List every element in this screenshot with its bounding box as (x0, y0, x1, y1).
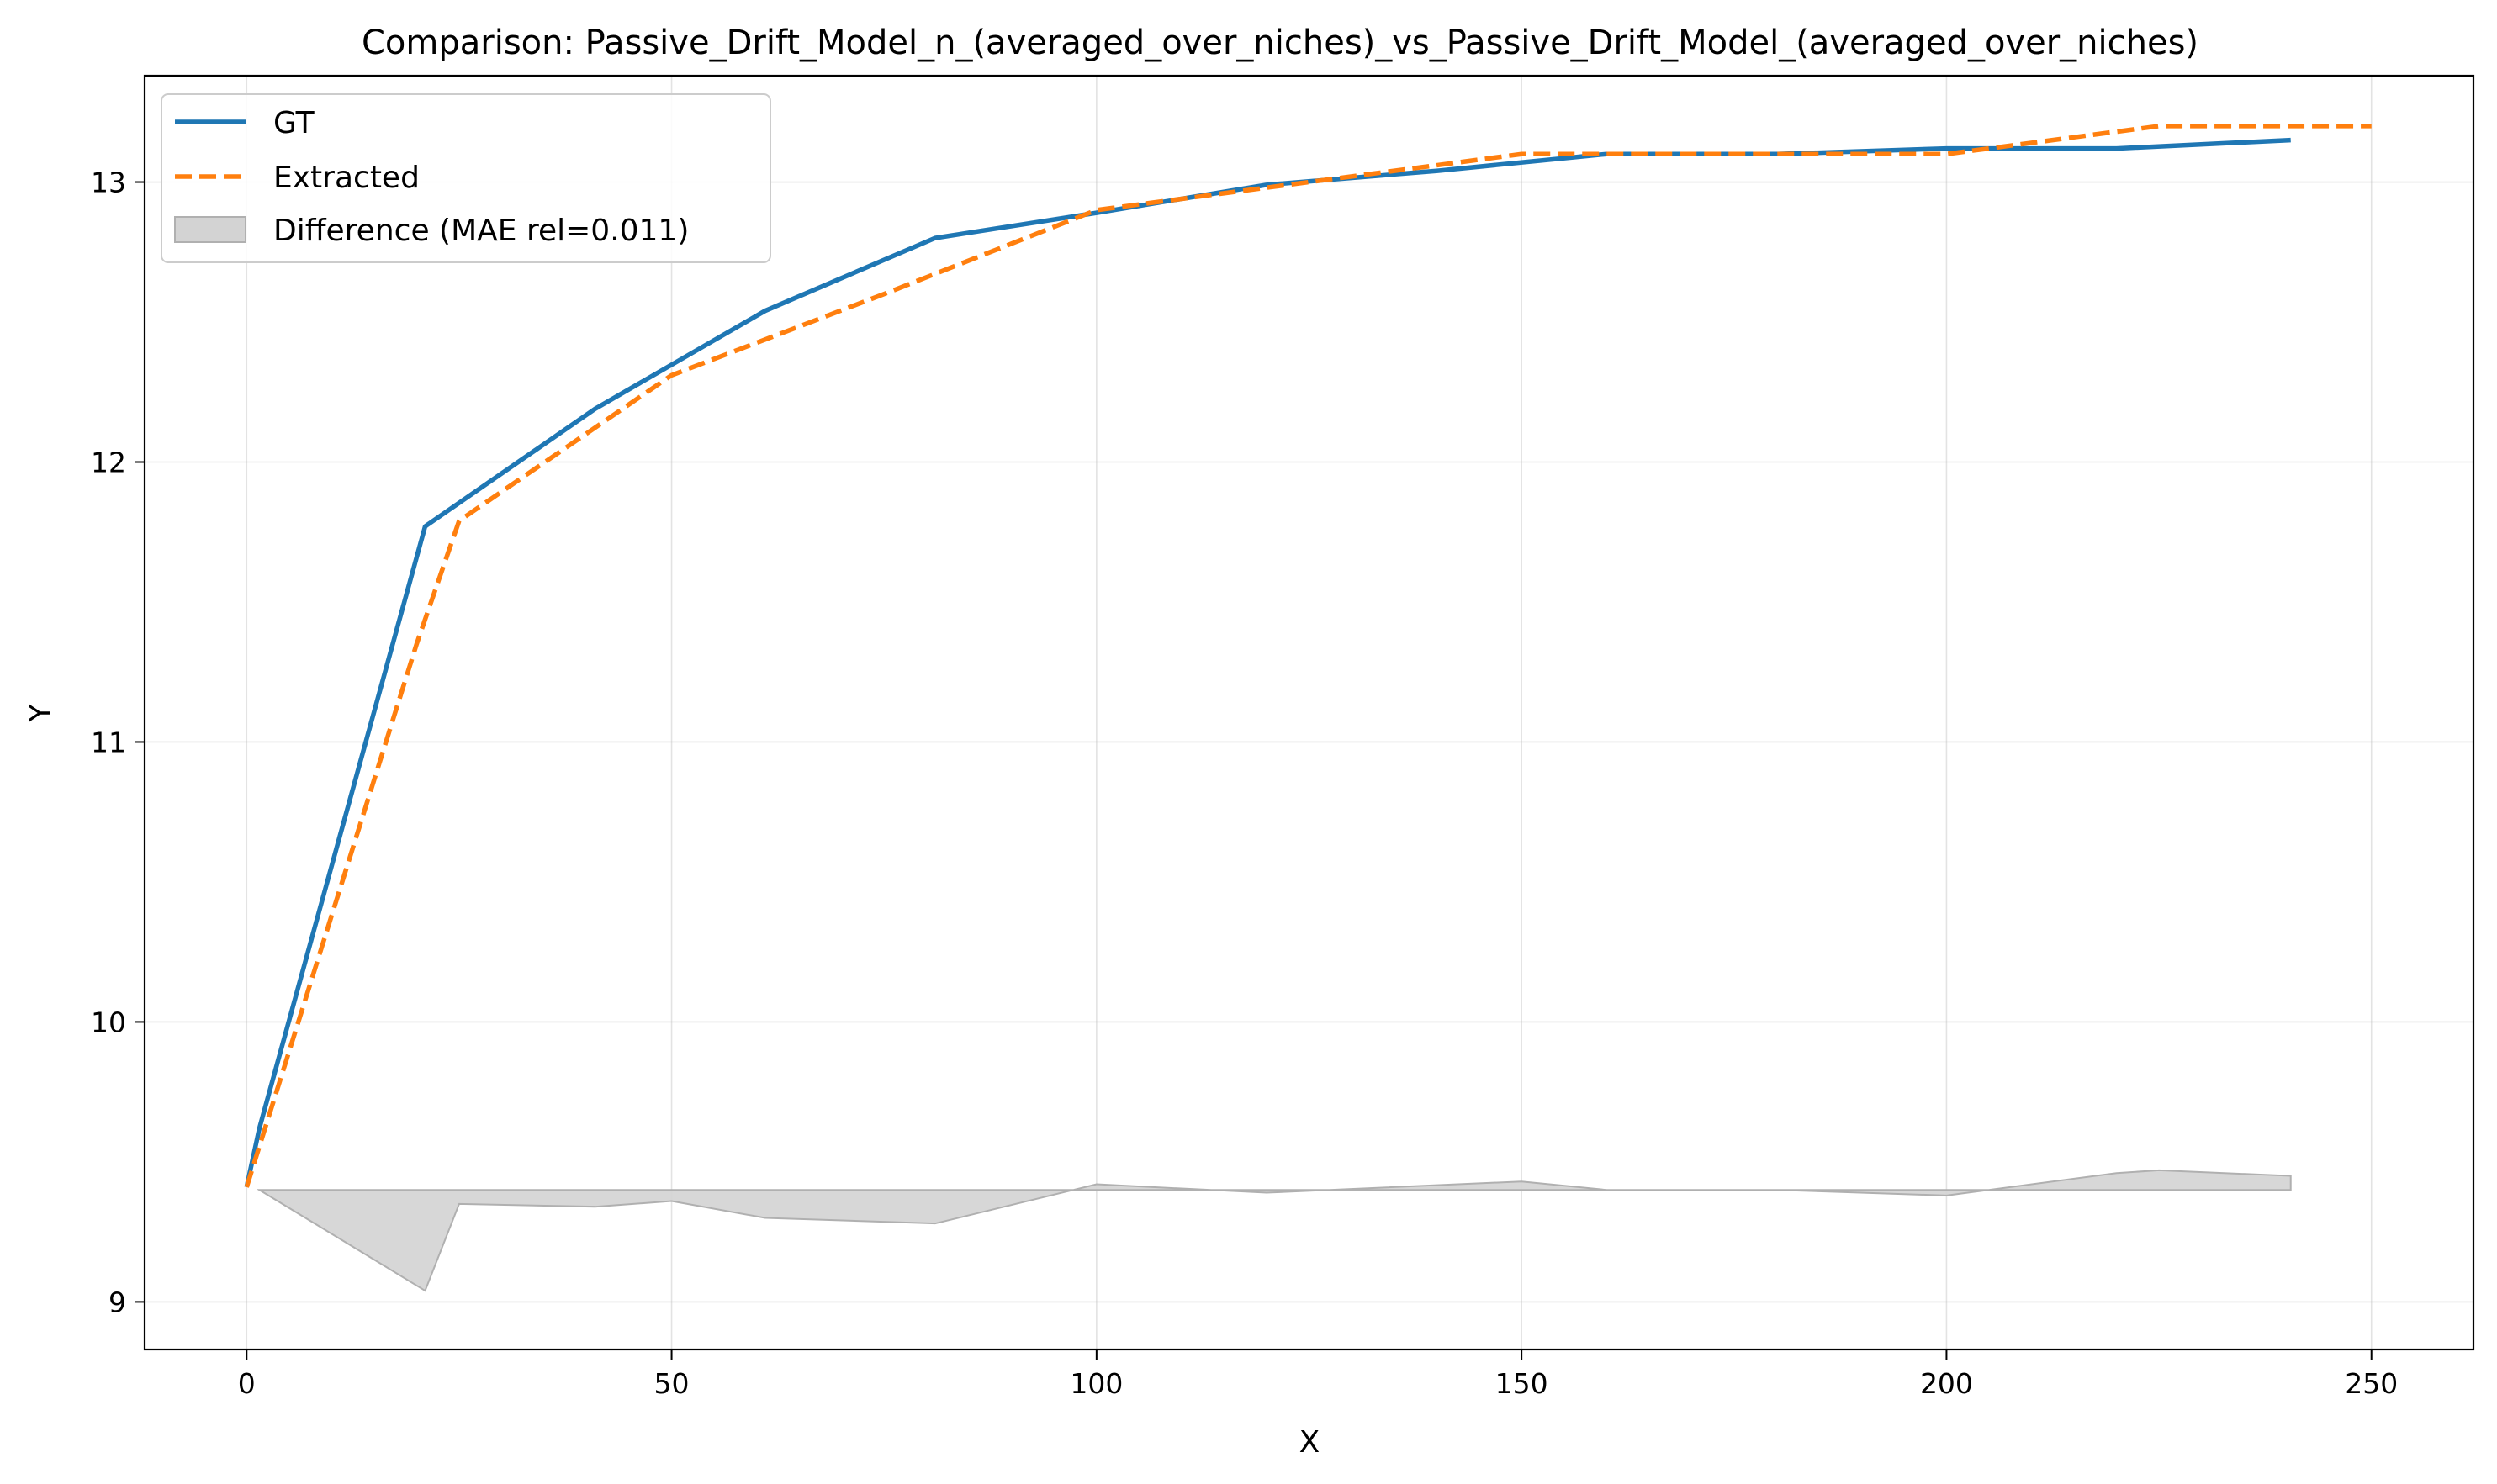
difference-fill (256, 1169, 2292, 1292)
x-tick-label: 150 (1495, 1367, 1548, 1400)
x-tick-label: 200 (1920, 1367, 1973, 1400)
y-tick-label: 12 (91, 446, 126, 478)
legend-extracted-label: Extracted (273, 161, 420, 195)
y-tick-label: 9 (108, 1286, 126, 1318)
y-axis-label: Y (24, 703, 58, 723)
axis-ticks: 0 50 100 150 200 250 9 10 11 12 13 (91, 166, 2398, 1400)
series-line-extracted (244, 124, 2372, 1188)
x-axis-label: X (1299, 1425, 1320, 1460)
series-lines (244, 124, 2372, 1188)
x-tick-label: 250 (2345, 1367, 2398, 1400)
y-tick-label: 13 (91, 166, 126, 199)
y-tick-label: 10 (91, 1006, 126, 1038)
legend-difference-label: Difference (MAE rel=0.011) (273, 214, 689, 248)
legend-frame (161, 93, 771, 263)
legend-difference-swatch (174, 216, 246, 243)
x-tick-label: 100 (1070, 1367, 1123, 1400)
legend-gt-label: GT (273, 106, 315, 140)
chart-title: Comparison: Passive_Drift_Model_n_(avera… (362, 24, 2198, 62)
x-tick-label: 0 (238, 1367, 256, 1400)
plot-frame (143, 74, 2475, 1351)
legend: GT Extracted Difference (MAE rel=0.011) (161, 93, 771, 263)
y-tick-label: 11 (91, 726, 126, 758)
x-tick-label: 50 (654, 1367, 690, 1400)
difference-area (256, 1169, 2292, 1292)
